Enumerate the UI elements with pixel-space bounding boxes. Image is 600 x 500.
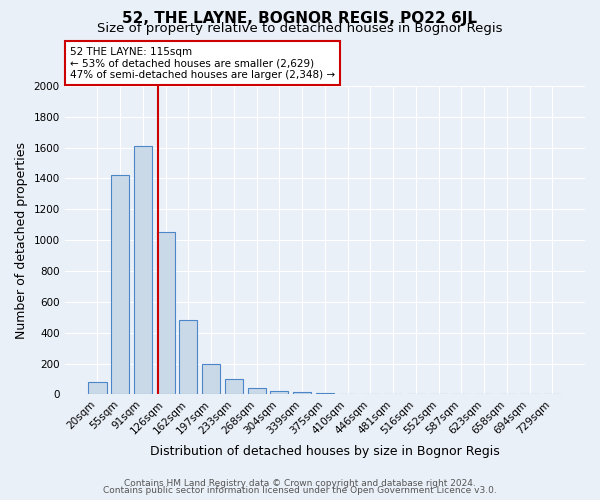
Bar	[134, 146, 152, 394]
Text: 52 THE LAYNE: 115sqm
← 53% of detached houses are smaller (2,629)
47% of semi-de: 52 THE LAYNE: 115sqm ← 53% of detached h…	[70, 46, 335, 80]
Bar	[248, 388, 266, 394]
Bar	[316, 393, 334, 394]
Bar	[270, 390, 289, 394]
Text: Size of property relative to detached houses in Bognor Regis: Size of property relative to detached ho…	[97, 22, 503, 35]
Y-axis label: Number of detached properties: Number of detached properties	[15, 142, 28, 338]
Bar	[225, 379, 243, 394]
X-axis label: Distribution of detached houses by size in Bognor Regis: Distribution of detached houses by size …	[150, 444, 500, 458]
Bar	[157, 232, 175, 394]
Bar	[293, 392, 311, 394]
Bar	[179, 320, 197, 394]
Text: Contains HM Land Registry data © Crown copyright and database right 2024.: Contains HM Land Registry data © Crown c…	[124, 478, 476, 488]
Bar	[111, 176, 129, 394]
Bar	[202, 364, 220, 394]
Text: 52, THE LAYNE, BOGNOR REGIS, PO22 6JL: 52, THE LAYNE, BOGNOR REGIS, PO22 6JL	[122, 11, 478, 26]
Text: Contains public sector information licensed under the Open Government Licence v3: Contains public sector information licen…	[103, 486, 497, 495]
Bar	[88, 382, 107, 394]
